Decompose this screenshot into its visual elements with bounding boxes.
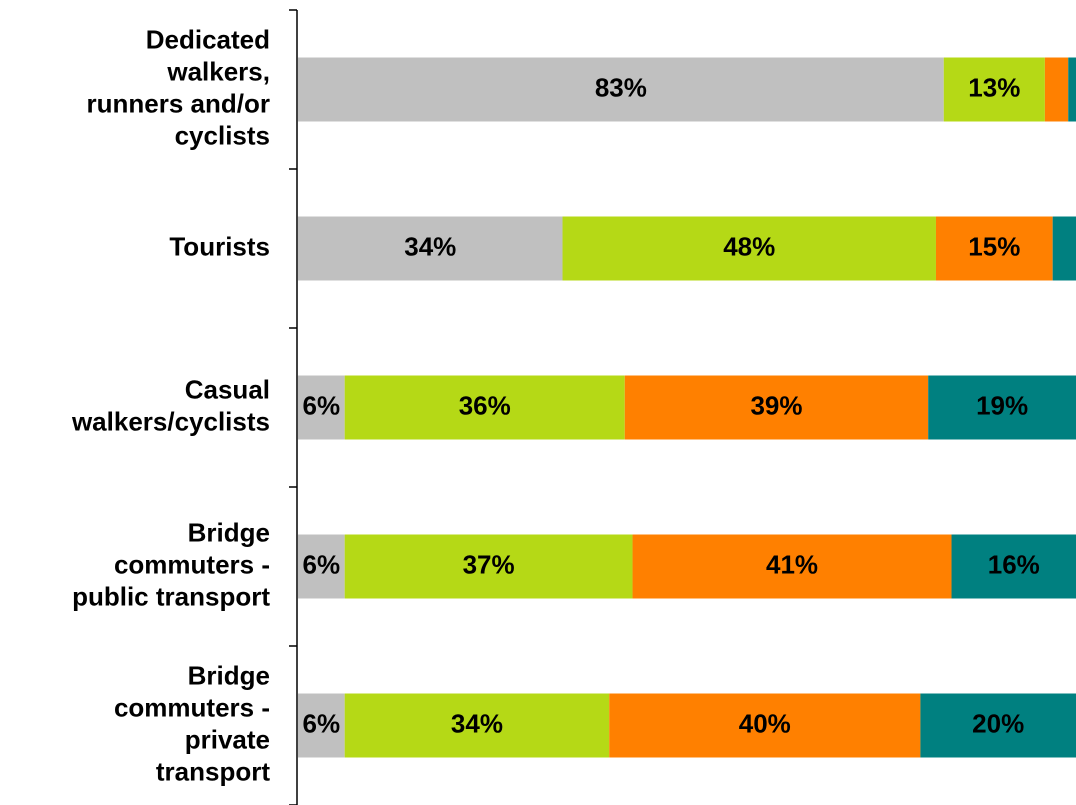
bar-segment xyxy=(1068,57,1076,122)
bar-segment xyxy=(298,216,563,281)
bar-segment xyxy=(298,693,345,758)
bar-segment xyxy=(624,375,929,440)
bar-segment xyxy=(298,534,345,599)
bar-segment xyxy=(943,57,1045,122)
value-label: 19% xyxy=(976,390,1028,420)
category-label: Bridge commuters -public transport xyxy=(72,517,270,611)
bar-segment xyxy=(609,693,921,758)
value-label: 20% xyxy=(972,708,1024,738)
value-label: 34% xyxy=(404,231,456,261)
bar-segment xyxy=(920,693,1076,758)
value-label: 39% xyxy=(750,390,802,420)
bar-segment xyxy=(951,534,1076,599)
value-label: 34% xyxy=(451,708,503,738)
bar-segment xyxy=(632,534,952,599)
value-label: 15% xyxy=(968,231,1020,261)
value-label: 41% xyxy=(766,549,818,579)
category-label: Bridge commuters -private transport xyxy=(114,660,270,786)
category-label: Dedicated walkers, runners and/or cyclists xyxy=(87,24,270,150)
value-label: 36% xyxy=(459,390,511,420)
category-label: Tourists xyxy=(169,231,270,261)
value-label: 6% xyxy=(303,549,341,579)
bar-segment xyxy=(928,375,1076,440)
bar-segment xyxy=(344,534,633,599)
bar-segment xyxy=(344,693,610,758)
value-label: 40% xyxy=(739,708,791,738)
bar-segment xyxy=(1052,216,1076,281)
value-label: 13% xyxy=(968,72,1020,102)
value-label: 37% xyxy=(463,549,515,579)
category-label: Casual walkers/cyclists xyxy=(71,374,270,436)
bar-segment xyxy=(562,216,936,281)
bar-segment xyxy=(298,375,345,440)
bar-segment xyxy=(298,57,944,122)
value-label: 6% xyxy=(303,708,341,738)
bar-segment xyxy=(935,216,1053,281)
value-label: 48% xyxy=(723,231,775,261)
value-label: 6% xyxy=(303,390,341,420)
bar-segment xyxy=(344,375,625,440)
value-label: 16% xyxy=(988,549,1040,579)
value-label: 83% xyxy=(595,72,647,102)
bar-segment xyxy=(1044,57,1069,122)
